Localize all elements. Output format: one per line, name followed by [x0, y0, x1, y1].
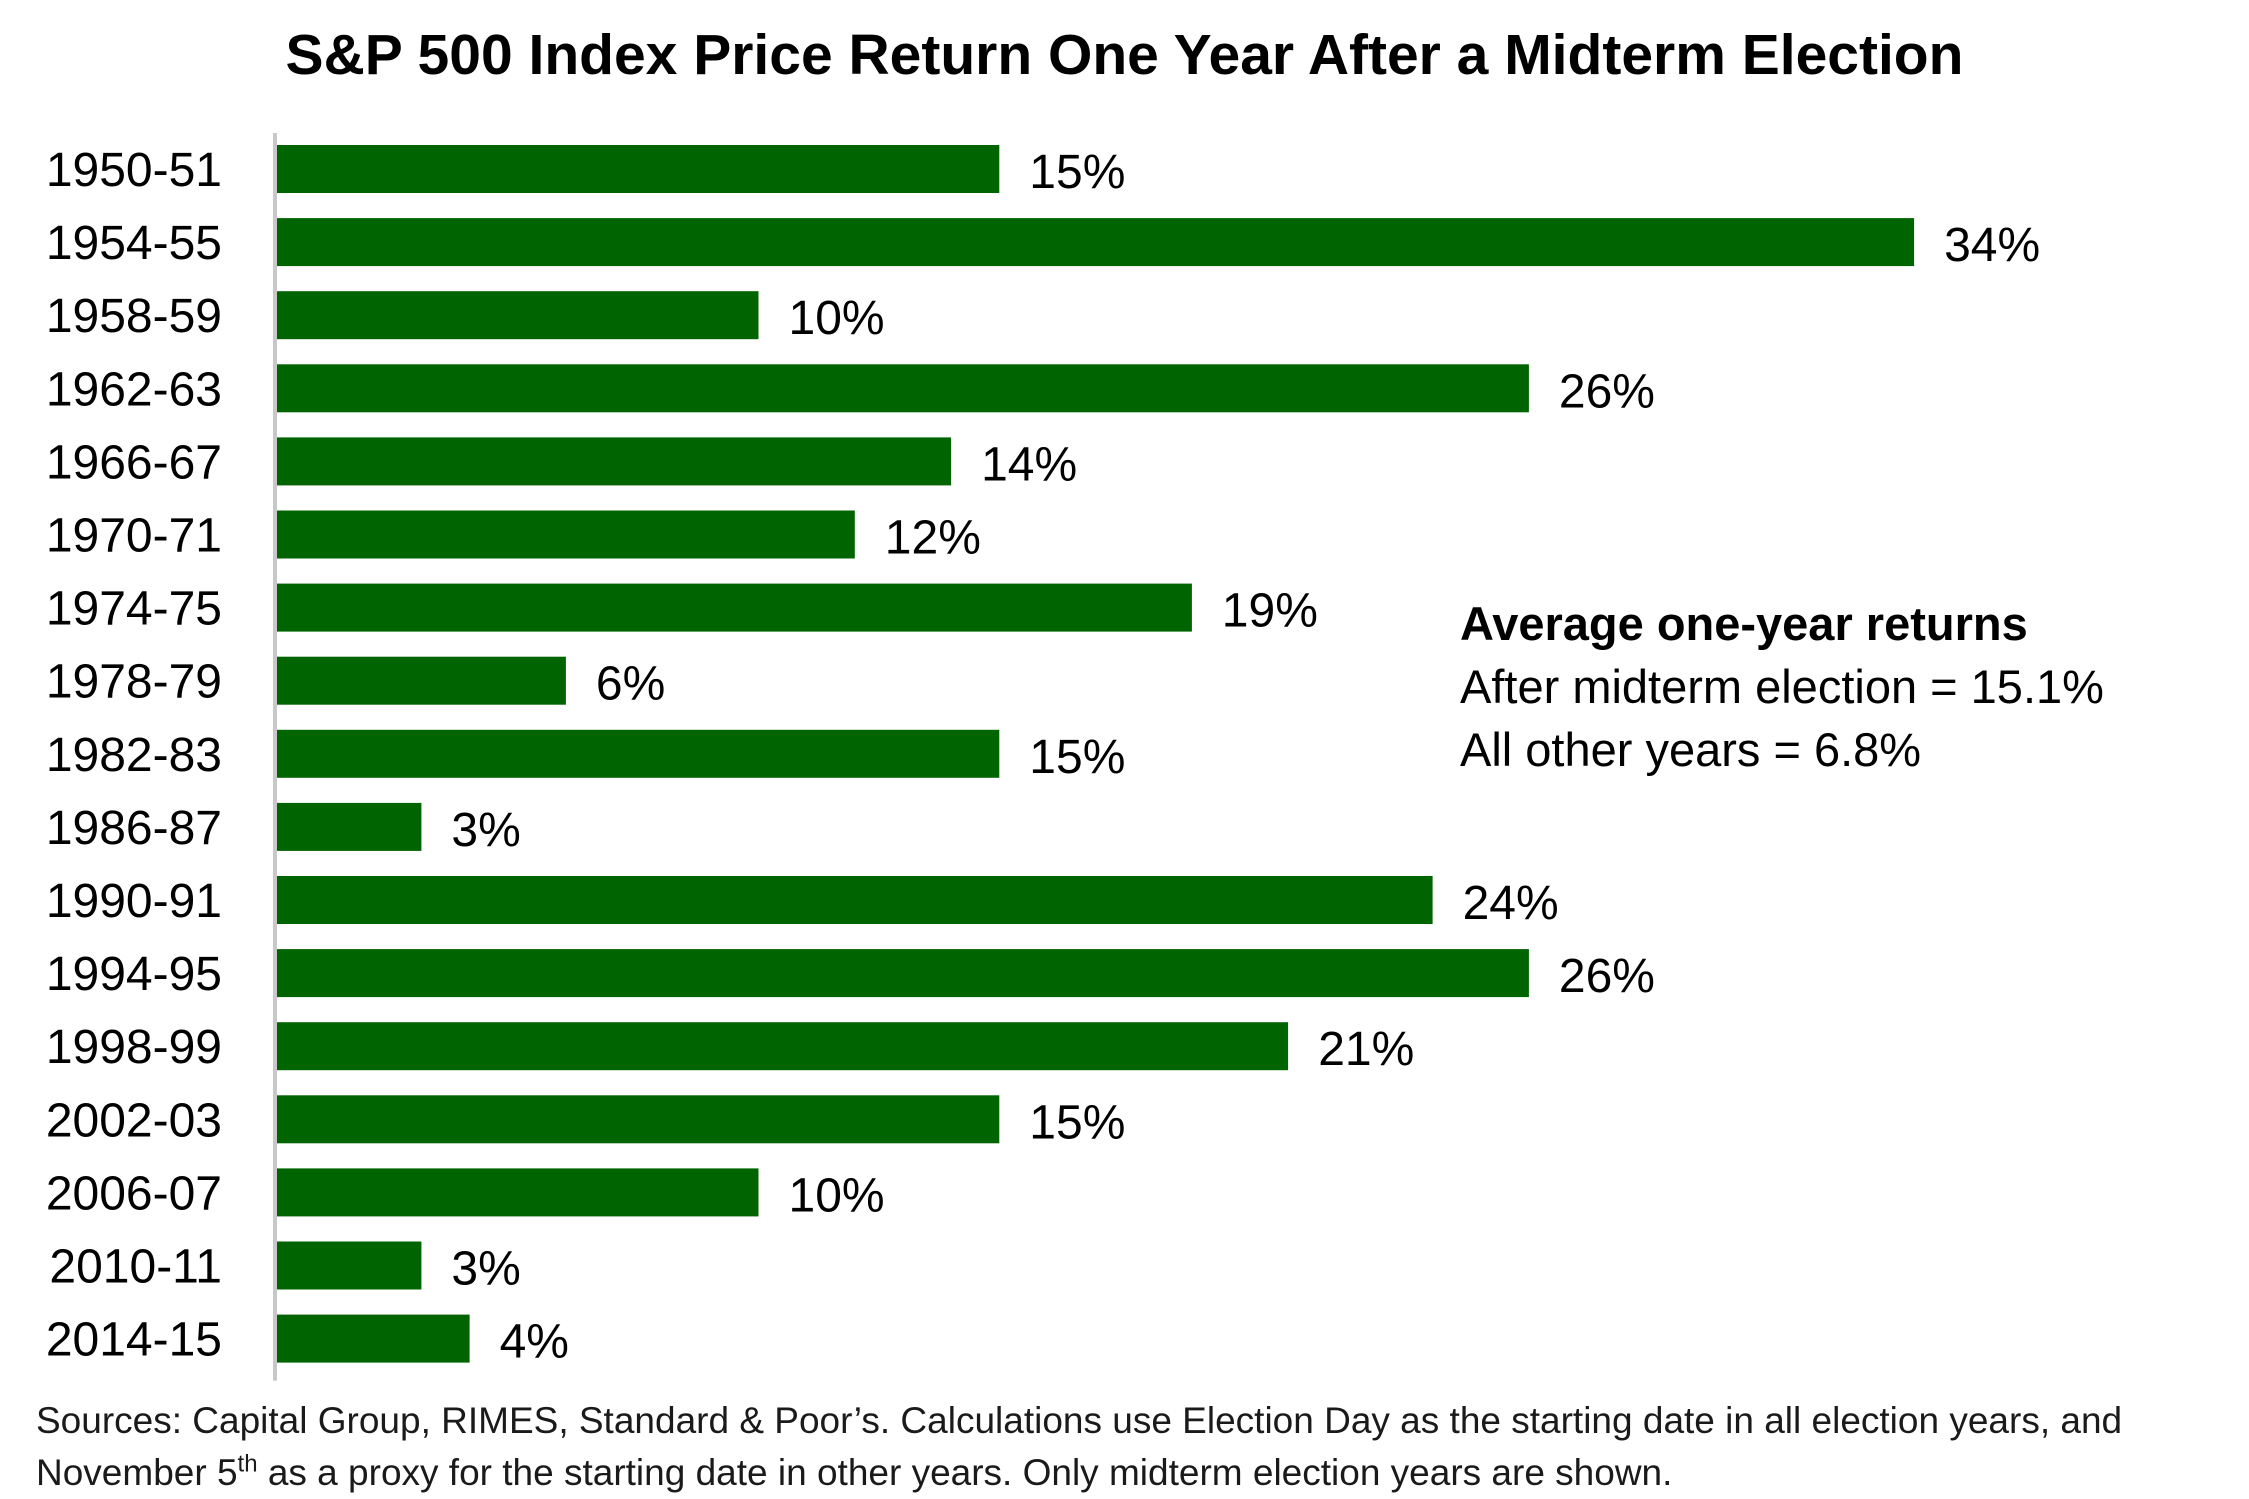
- category-label-1970-71: 1970-71: [46, 510, 222, 563]
- bar-1974-75: [277, 583, 1192, 632]
- bar-1970-71: [277, 510, 855, 559]
- value-label-1994-95: 26%: [1559, 950, 1655, 1003]
- bar-1978-79: [277, 656, 566, 705]
- category-label-2014-15: 2014-15: [46, 1314, 222, 1367]
- value-label-1998-99: 21%: [1318, 1023, 1414, 1076]
- category-label-1958-59: 1958-59: [46, 290, 222, 343]
- source-superscript: th: [237, 1450, 258, 1478]
- value-label-1974-75: 19%: [1222, 585, 1318, 638]
- bar-1958-59: [277, 291, 759, 340]
- value-label-1966-67: 14%: [981, 438, 1077, 491]
- value-label-1990-91: 24%: [1463, 877, 1559, 930]
- value-label-1950-51: 15%: [1029, 146, 1125, 199]
- value-label-1986-87: 3%: [451, 804, 520, 857]
- value-labels-group: 15%34%10%26%14%12%19%6%15%3%24%26%21%15%…: [451, 146, 2040, 1369]
- value-label-2006-07: 10%: [789, 1169, 885, 1222]
- average-returns-heading: Average one-year returns: [1460, 597, 2028, 650]
- bar-1982-83: [277, 729, 1000, 778]
- value-label-1978-79: 6%: [596, 658, 665, 711]
- category-labels-group: 1950-51 1954-55 1958-59 1962-63 1966-67 1970-…: [46, 144, 222, 1367]
- category-label-1962-63: 1962-63: [46, 363, 222, 416]
- category-label-2006-07: 2006-07: [46, 1167, 222, 1220]
- bar-1962-63: [277, 364, 1529, 413]
- category-label-1966-67: 1966-67: [46, 436, 222, 489]
- category-label-1954-55: 1954-55: [46, 217, 222, 270]
- bar-2010-11: [277, 1241, 422, 1290]
- bar-1986-87: [277, 802, 422, 851]
- average-returns-box: Average one-year returns After midterm e…: [1460, 592, 2104, 781]
- category-label-1978-79: 1978-79: [46, 656, 222, 709]
- value-label-2014-15: 4%: [500, 1316, 569, 1369]
- value-label-2010-11: 3%: [451, 1243, 520, 1296]
- category-label-2002-03: 2002-03: [46, 1094, 222, 1147]
- chart-title: S&P 500 Index Price Return One Year Afte…: [285, 23, 1964, 87]
- value-label-1982-83: 15%: [1029, 731, 1125, 784]
- source-text-end: as a proxy for the starting date in othe…: [257, 1452, 1673, 1493]
- bar-2002-03: [277, 1095, 1000, 1144]
- value-label-1970-71: 12%: [885, 512, 981, 565]
- category-label-1950-51: 1950-51: [46, 144, 222, 197]
- bar-1994-95: [277, 949, 1529, 998]
- bar-1998-99: [277, 1022, 1289, 1071]
- bars-group: [277, 145, 1915, 1363]
- category-label-1990-91: 1990-91: [46, 875, 222, 928]
- value-label-1958-59: 10%: [789, 292, 885, 345]
- bar-2014-15: [277, 1314, 470, 1363]
- value-label-1954-55: 34%: [1944, 219, 2040, 272]
- bar-1966-67: [277, 437, 952, 486]
- other-years-average: All other years = 6.8%: [1460, 723, 1922, 776]
- category-label-1974-75: 1974-75: [46, 583, 222, 636]
- bar-1954-55: [277, 218, 1915, 267]
- after-midterm-average: After midterm election = 15.1%: [1460, 660, 2104, 713]
- category-label-1986-87: 1986-87: [46, 802, 222, 855]
- bar-2006-07: [277, 1168, 759, 1217]
- category-label-1998-99: 1998-99: [46, 1021, 222, 1074]
- value-label-1962-63: 26%: [1559, 365, 1655, 418]
- bar-1990-91: [277, 876, 1433, 924]
- value-label-2002-03: 15%: [1029, 1096, 1125, 1149]
- category-label-2010-11: 2010-11: [49, 1241, 222, 1294]
- category-label-1994-95: 1994-95: [46, 948, 222, 1001]
- source-text-start: Sources: Capital Group, RIMES, Standard …: [36, 1400, 2123, 1493]
- bar-1950-51: [277, 145, 1000, 193]
- category-label-1982-83: 1982-83: [46, 729, 222, 782]
- source-note: Sources: Capital Group, RIMES, Standard …: [36, 1395, 2216, 1499]
